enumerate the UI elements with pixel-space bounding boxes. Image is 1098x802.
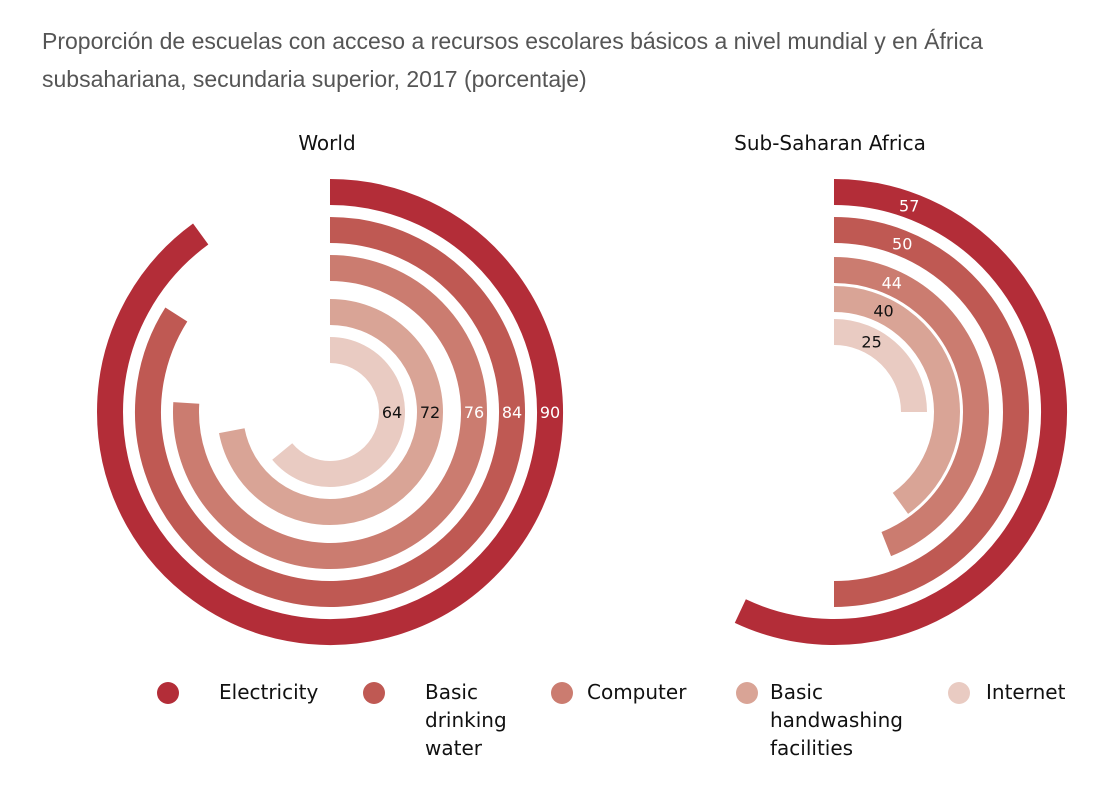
value-label-internet: 25 — [861, 332, 881, 351]
legend-swatch-electricity — [157, 682, 179, 704]
value-label-computer: 76 — [464, 403, 484, 422]
arc-computer — [833, 257, 989, 557]
panel-sub-saharan-africa: Sub-Saharan Africa 57 50 44 40 25 — [734, 131, 1068, 645]
arc-basic-handwashing-facilities — [833, 286, 960, 514]
legend-label-internet: Internet — [986, 680, 1066, 704]
value-label-computer: 44 — [882, 273, 902, 292]
arc-basic-handwashing-facilities — [219, 299, 443, 525]
legend-label-drinking-water: Basic drinking water — [425, 680, 507, 760]
legend: Electricity Basic drinking water Compute… — [0, 676, 1098, 786]
legend-label-computer: Computer — [587, 680, 687, 704]
radial-bar-charts: World 90 84 76 72 64 Sub-Saharan Africa 57 50 44 4… — [97, 131, 1068, 645]
panel-title: Sub-Saharan Africa — [734, 131, 926, 155]
arc-basic-drinking-water — [135, 217, 525, 607]
arc-electricity — [97, 179, 564, 645]
chart-title: Proporción de escuelas con acceso a recu… — [42, 28, 983, 92]
panel-title: World — [298, 131, 355, 155]
value-label-basic-drinking-water: 84 — [502, 403, 522, 422]
value-label-basic-handwashing-facilities: 72 — [420, 403, 440, 422]
value-label-electricity: 90 — [540, 403, 560, 422]
value-label-basic-handwashing-facilities: 40 — [873, 301, 893, 320]
legend-swatch-internet — [948, 682, 970, 704]
arc-computer — [173, 255, 487, 569]
value-label-internet: 64 — [382, 403, 402, 422]
legend-label-electricity: Electricity — [219, 680, 319, 704]
arc-electricity — [734, 179, 1068, 645]
arc-basic-drinking-water — [833, 217, 1029, 607]
legend-swatch-handwashing — [736, 682, 758, 704]
panel-world: World 90 84 76 72 64 — [97, 131, 564, 645]
value-label-electricity: 57 — [899, 196, 919, 215]
arc-internet — [272, 337, 405, 487]
arc-internet — [833, 319, 927, 413]
legend-swatch-computer — [551, 682, 573, 704]
legend-swatch-drinking-water — [363, 682, 385, 704]
value-label-basic-drinking-water: 50 — [892, 234, 912, 253]
legend-label-handwashing: Basic handwashing facilities — [770, 680, 903, 760]
